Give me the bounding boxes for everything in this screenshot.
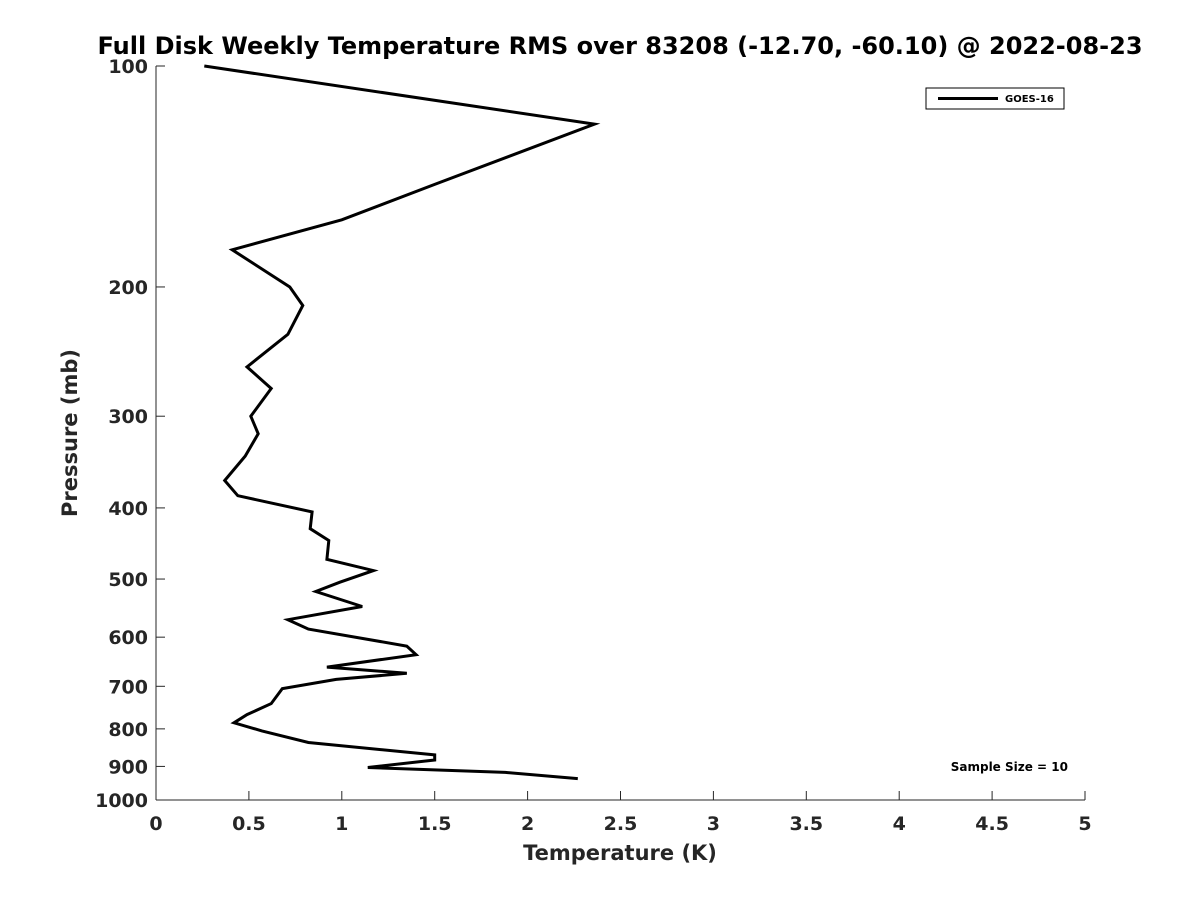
x-tick-label: 0.5 [232,813,266,835]
x-tick-label: 1 [335,813,348,835]
y-tick-label: 600 [108,627,148,649]
legend: GOES-16 [925,87,1065,110]
legend-entry-goes-16: GOES-16 [1005,94,1054,105]
y-ticks: 100 200 300 400 500 600 700 800 900 1000 [95,56,165,812]
chart-title: Full Disk Weekly Temperature RMS over 83… [97,32,1142,60]
x-tick-label: 3.5 [789,813,823,835]
x-axis-label: Temperature (K) [523,841,717,865]
y-tick-label: 400 [108,498,148,520]
x-tick-label: 2 [521,813,534,835]
series-layer [204,64,601,781]
x-tick-label: 2.5 [604,813,638,835]
y-tick-label: 200 [108,277,148,299]
y-axis-label: Pressure (mb) [58,349,82,517]
x-tick-label: 4 [893,813,906,835]
y-tick-label: 900 [108,756,148,778]
x-tick-label: 5 [1078,813,1091,835]
series-line-goes-16 [204,64,601,781]
x-tick-label: 1.5 [418,813,452,835]
x-tick-label: 3 [707,813,720,835]
y-tick-label: 500 [108,569,148,591]
x-tick-label: 0 [149,813,162,835]
y-tick-label: 700 [108,676,148,698]
sample-size-annotation: Sample Size = 10 [951,760,1068,774]
plot-area: 0 0.5 1 1.5 2 2.5 3 3.5 4 4.5 5 100 200 300 400 500 600… [95,56,1092,835]
x-tick-label: 4.5 [975,813,1009,835]
y-tick-label: 800 [108,719,148,741]
y-tick-label: 100 [108,56,148,78]
x-ticks: 0 0.5 1 1.5 2 2.5 3 3.5 4 4.5 5 [149,791,1092,835]
y-tick-label: 1000 [95,790,148,812]
y-tick-label: 300 [108,406,148,428]
